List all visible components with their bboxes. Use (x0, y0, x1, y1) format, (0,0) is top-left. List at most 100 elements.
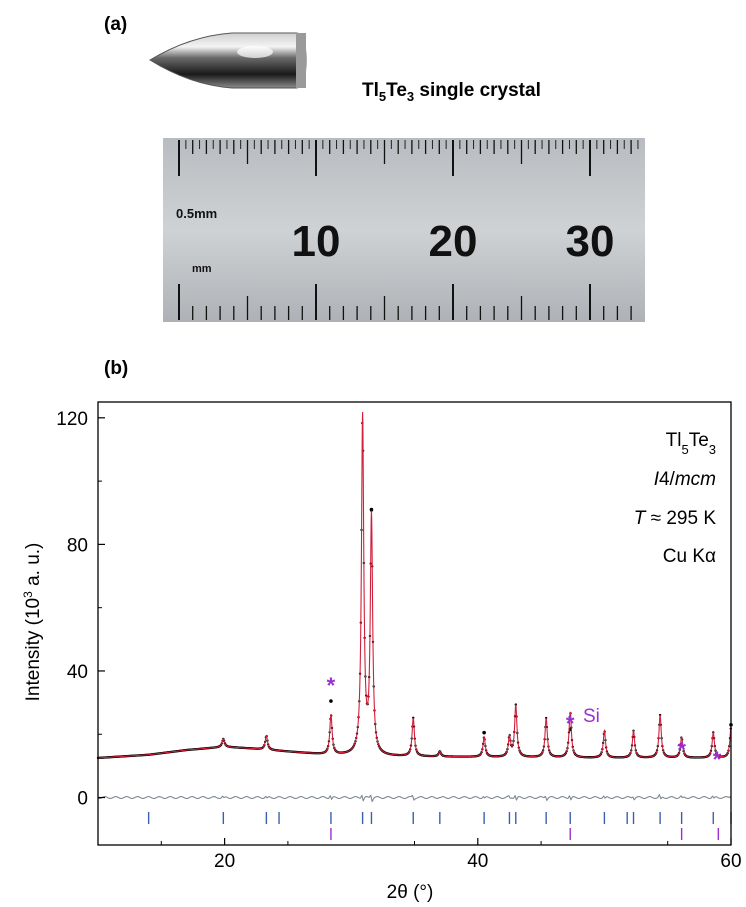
observed-point (696, 756, 700, 759)
observed-point (361, 449, 365, 452)
observed-point (122, 755, 126, 758)
observed-point (268, 746, 271, 750)
observed-point (696, 756, 699, 759)
observed-point (589, 756, 592, 759)
observed-point (135, 754, 138, 757)
observed-point (99, 756, 102, 760)
observed-point (412, 725, 416, 728)
observed-point (121, 755, 124, 758)
observed-point (414, 744, 417, 747)
observed-point (404, 753, 407, 756)
observed-point (328, 731, 331, 734)
observed-point (184, 748, 187, 752)
observed-point (680, 738, 684, 741)
observed-point (498, 754, 502, 758)
observed-point (582, 755, 586, 759)
observed-point (522, 754, 525, 757)
observed-point (402, 753, 406, 757)
observed-point (554, 754, 557, 758)
observed-point (102, 756, 106, 759)
observed-point (287, 750, 290, 753)
observed-point (375, 736, 378, 740)
observed-point (165, 751, 169, 754)
observed-point (495, 755, 498, 758)
observed-point (300, 751, 303, 754)
observed-point (247, 746, 250, 750)
crystal-and-ruler-photo: 0.5mm mm 10 20 30 (149, 32, 645, 322)
observed-point (500, 754, 504, 757)
observed-point (383, 751, 387, 754)
observed-point (479, 752, 483, 755)
observed-point (260, 747, 263, 750)
observed-point (522, 754, 526, 757)
observed-point (299, 751, 303, 754)
observed-point (724, 754, 728, 757)
observed-point (271, 748, 274, 751)
observed-point (289, 750, 293, 753)
observed-point (406, 752, 410, 755)
observed-point (533, 755, 536, 758)
observed-point (98, 756, 101, 760)
observed-point (620, 756, 623, 759)
observed-point (548, 749, 551, 752)
observed-point (179, 749, 182, 752)
observed-point (296, 750, 299, 754)
observed-point (529, 755, 532, 758)
observed-point (156, 752, 159, 755)
x-tick-label: 60 (720, 851, 741, 872)
observed-point (481, 742, 485, 746)
observed-point (367, 695, 370, 698)
observed-point (592, 755, 595, 759)
observed-point (510, 745, 514, 748)
observed-point (286, 750, 290, 753)
observed-point (431, 754, 434, 758)
observed-point (237, 746, 240, 749)
observed-point (729, 722, 733, 727)
observed-point (190, 748, 194, 751)
observed-point (462, 755, 466, 758)
observed-point (319, 751, 322, 755)
observed-point (205, 747, 208, 750)
y-tick-label: 40 (67, 662, 88, 683)
observed-point (576, 754, 580, 758)
observed-point (579, 755, 583, 759)
observed-point (175, 750, 179, 753)
observed-point (625, 755, 628, 758)
observed-point (418, 753, 422, 756)
observed-point (604, 738, 607, 742)
observed-point (683, 752, 686, 755)
observed-point (693, 756, 696, 759)
observed-point (432, 754, 435, 758)
observed-point (139, 754, 142, 757)
observed-point (513, 730, 516, 734)
observed-point (571, 745, 574, 749)
observed-point (507, 736, 511, 739)
observed-point (227, 745, 230, 748)
observed-point (216, 745, 219, 749)
observed-point (250, 747, 253, 750)
observed-point (290, 750, 293, 753)
crystal-caption: Tl5Te3 single crystal (362, 80, 541, 104)
observed-point (279, 749, 283, 752)
observed-point (370, 509, 373, 513)
observed-point (633, 735, 636, 739)
observed-point (673, 755, 676, 758)
observed-point (115, 755, 118, 759)
observed-point (198, 747, 201, 751)
ruler-small-label: 0.5mm (176, 206, 217, 221)
observed-point (327, 740, 331, 743)
observed-point (529, 755, 533, 758)
observed-point (220, 742, 224, 745)
observed-point (345, 750, 348, 754)
observed-point (569, 712, 572, 715)
observed-point (354, 740, 357, 743)
observed-point (518, 749, 521, 752)
observed-point (178, 749, 182, 753)
observed-point (241, 746, 244, 750)
observed-point (332, 743, 335, 746)
observed-point (348, 748, 352, 752)
observed-point (331, 737, 334, 740)
observed-point (427, 754, 431, 758)
observed-point (566, 741, 570, 744)
observed-point (323, 751, 326, 754)
